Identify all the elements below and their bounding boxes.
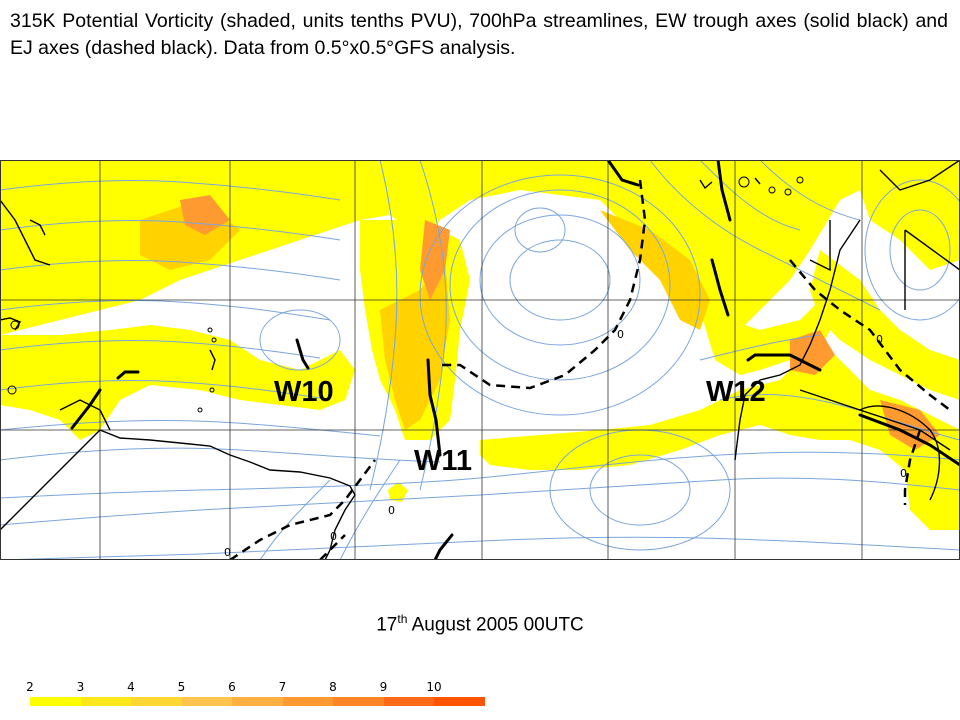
colorbar-swatch [131,697,182,706]
zero-label: 0 [900,467,907,480]
wave-label-w10: W10 [274,376,334,408]
date-rest: August 2005 00UTC [407,614,584,636]
pv-region-blob-south [388,482,408,502]
colorbar-tick-label: 4 [127,680,135,694]
islands [7,176,804,413]
zero-label: 0 [224,546,231,559]
pv-region-north-band [0,160,960,340]
wave-label-w11: W11 [414,445,473,477]
colorbar-tick-label: 5 [177,680,186,694]
pv-region-high-east [880,400,940,450]
colorbar-swatch [434,697,485,706]
colorbar-tick-label: 2 [26,680,34,694]
trough-axis-east [858,413,960,467]
colorbar-swatch [333,697,384,706]
wave-label-w12: W12 [706,376,766,408]
zero-label: 0 [617,328,624,341]
pv-region-west-caribbean [0,325,355,440]
trough-axis-w10 [295,338,310,370]
colorbar-swatch [232,697,283,706]
trough-axis-west [70,388,102,430]
colorbar-tick-label: 6 [228,680,236,694]
colorbar-swatch [181,697,232,706]
colorbar-tick-label: 7 [278,680,287,694]
trough-axis-north [606,160,640,187]
colorbar-swatch [383,697,434,706]
jet-axis-sw [229,459,376,560]
pv-region-east-tail [810,250,960,400]
zero-contour-labels: 0 0 0 0 0 0 [224,328,907,559]
coastlines [0,160,960,560]
jet-axis-sw-2 [319,534,346,560]
colorbar-swatch [0,697,30,706]
colorbar-swatch [80,697,131,706]
colorbar-tick-label: 9 [379,680,388,694]
figure-caption: 315K Potential Vorticity (shaded, units … [10,10,948,59]
trough-axis-south [433,533,454,560]
lat-lon-grid [0,160,960,560]
trough-axis-w11 [426,358,442,457]
date-day-suffix: th [397,612,408,626]
trough-axis-ne1 [710,258,730,317]
pv-shading [0,160,960,530]
analysis-date: 17th August 2005 00UTC [0,612,960,636]
pv-region-high-trough [420,220,450,300]
trough-axes [70,160,960,560]
colorbar-tick-label: 8 [329,680,337,694]
colorbar-swatch [282,697,333,706]
trough-axis-w12 [746,353,822,372]
pv-region-east-band [480,350,960,530]
trough-axis-ne2 [716,160,732,222]
map-svg: 0 0 0 0 0 0 [0,160,960,560]
jet-axes [229,179,951,560]
trough-axis-w-small [116,370,140,380]
zero-label: 0 [330,530,337,543]
jet-axis-main [440,179,647,390]
jet-axis-east [789,259,951,411]
colorbar-swatch [30,697,81,706]
pv-region-mid-patch [380,260,450,430]
zero-label: 0 [388,504,395,517]
date-day: 17 [376,614,398,636]
colorbar-tick-label: 10 [426,680,442,694]
zero-label: 0 [876,333,883,346]
colorbar-tick-label: 3 [76,680,85,694]
pv-streamline-map: 0 0 0 0 0 0 [0,160,960,560]
jet-axis-se [903,429,922,505]
